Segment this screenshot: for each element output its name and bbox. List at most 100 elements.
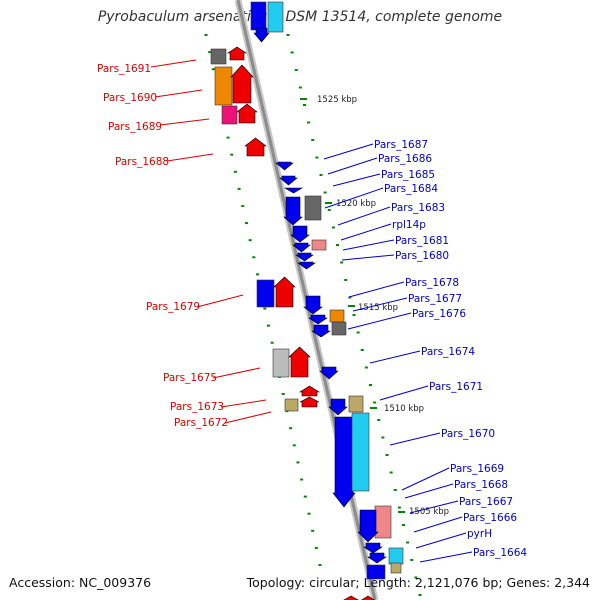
gene-box [331, 321, 347, 336]
kbp-tick-label: 1520 kbp [336, 199, 376, 209]
kbp-tick-label: 1515 kbp [358, 303, 398, 313]
gene-label: Pars_1668 [454, 479, 508, 491]
leader-line [332, 173, 381, 187]
gene-arrow [299, 396, 320, 408]
gene-arrow [311, 324, 331, 338]
gene-arrow [230, 64, 254, 104]
gene-label: Pars_1689 [108, 121, 162, 133]
leader-line [413, 516, 463, 533]
gene-label: Pars_1673 [170, 401, 224, 413]
gene-box [348, 395, 364, 413]
gene-label: Pars_1666 [463, 512, 517, 524]
gene-arrow [363, 542, 383, 554]
gene-label: Pars_1676 [412, 308, 466, 320]
gene-box [272, 348, 290, 378]
leader-line [154, 89, 203, 98]
leader-line [224, 411, 272, 424]
gene-label: Pars_1691 [97, 63, 151, 75]
gene-arrow [308, 314, 328, 325]
gene-arrow [288, 346, 311, 378]
gene-box [267, 1, 284, 33]
gene-arrow [319, 366, 339, 380]
leader-line [348, 281, 405, 298]
gene-label: rpl14p [392, 219, 426, 231]
genome-summary: Topology: circular; Length: 2,121,076 bp… [246, 575, 590, 590]
gene-label: Pars_1678 [405, 277, 459, 289]
map-title: Pyrobaculum arsenaticum DSM 13514, compl… [97, 9, 503, 25]
gene-arrow [279, 175, 298, 186]
gene-label: Pars_1685 [381, 169, 435, 181]
leader-line [220, 399, 267, 408]
gene-arrow [303, 295, 323, 315]
gene-arrow [343, 595, 359, 600]
gene-arrow [328, 398, 348, 416]
gene-label: Pars_1672 [174, 417, 228, 429]
gene-label: Pars_1669 [450, 463, 504, 475]
gene-arrow [227, 46, 247, 61]
kbp-tick-label: 1505 kbp [409, 507, 449, 517]
leader-line [379, 385, 429, 401]
leader-line [341, 254, 395, 261]
gene-arrow [244, 137, 267, 157]
gene-box [388, 547, 404, 565]
gene-arrow [357, 509, 379, 543]
gene-box [221, 105, 238, 125]
gene-arrow [290, 225, 310, 243]
gene-box [351, 412, 370, 492]
accession-label: Accession: NC_009376 [9, 575, 152, 590]
leader-line [369, 350, 421, 364]
gene-label: Pars_1681 [395, 235, 449, 247]
gene-arrow [295, 252, 314, 262]
gene-label: Pars_1687 [374, 139, 428, 151]
leader-line [389, 432, 441, 446]
leader-line [324, 187, 384, 209]
gene-box [214, 66, 233, 106]
gene-label: Pars_1690 [103, 92, 157, 104]
leader-line [159, 118, 210, 126]
gene-label: Pars_1679 [146, 301, 200, 313]
gene-arrow [367, 552, 387, 564]
kbp-tick-label: 1525 kbp [317, 95, 357, 105]
gene-label: Pars_1664 [473, 547, 527, 559]
leader-line [352, 297, 408, 312]
gene-box [284, 398, 299, 412]
leader-line [415, 532, 467, 549]
gene-arrow [298, 385, 321, 397]
leader-line [196, 294, 244, 308]
gene-label: Pars_1671 [429, 381, 483, 393]
gene-label: Pars_1684 [384, 183, 438, 195]
gene-label: Pars_1686 [378, 153, 432, 165]
gene-label: pyrH [467, 528, 492, 540]
gene-arrow [275, 161, 294, 171]
leader-line [212, 367, 261, 379]
gene-box [250, 1, 267, 31]
gene-arrow [236, 103, 258, 124]
gene-box [304, 195, 322, 221]
gene-box [366, 564, 386, 580]
leader-line [323, 143, 374, 160]
leader-line [337, 206, 391, 226]
leader-line [340, 223, 392, 241]
gene-box [210, 48, 227, 65]
gene-label: Pars_1680 [395, 250, 449, 262]
gene-arrow [292, 242, 311, 253]
leader-line [166, 153, 214, 162]
leader-line [404, 483, 454, 499]
gene-arrow [273, 276, 296, 308]
gene-box [390, 562, 402, 574]
kbp-tick-label: 1510 kbp [384, 404, 424, 414]
leader-line [342, 239, 395, 251]
leader-line [327, 157, 378, 175]
gene-arrow [253, 27, 270, 43]
gene-label: Pars_1670 [441, 428, 495, 440]
gene-arrow [297, 261, 316, 270]
gene-label: Pars_1675 [163, 372, 217, 384]
gene-label: Pars_1688 [115, 156, 169, 168]
gene-label: Pars_1683 [391, 202, 445, 214]
gene-box [256, 279, 275, 308]
gene-label: Pars_1674 [421, 346, 475, 358]
leader-line [347, 312, 412, 330]
leader-line [401, 467, 450, 491]
gene-arrow [283, 187, 304, 194]
